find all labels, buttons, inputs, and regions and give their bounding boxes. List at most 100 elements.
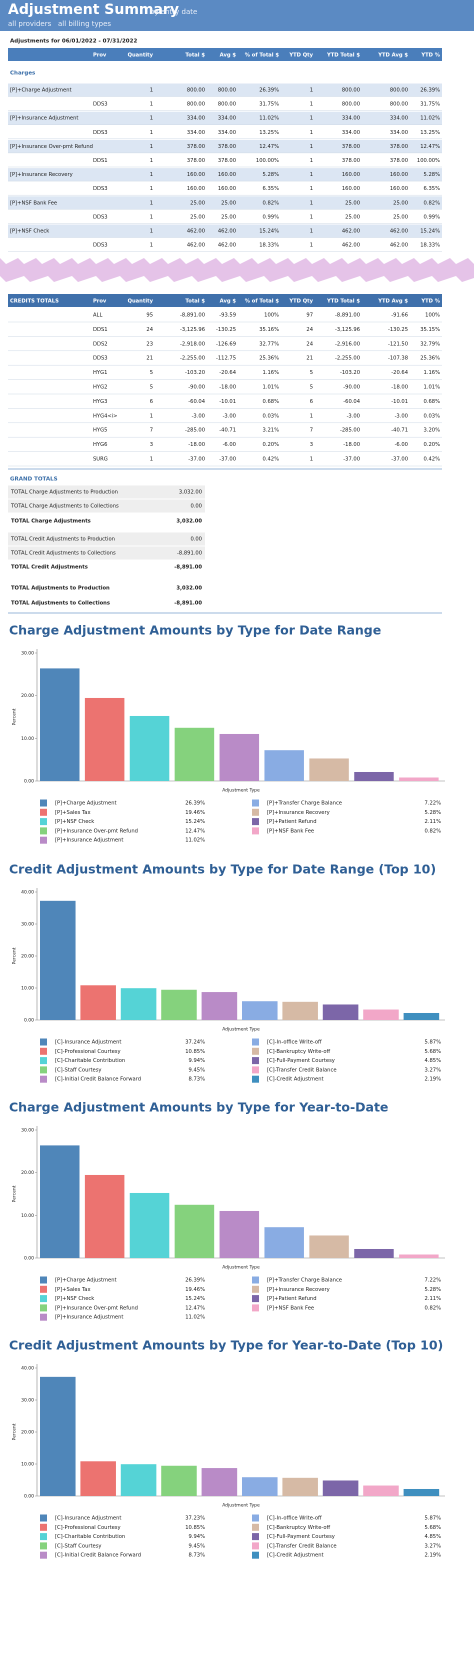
bar [219, 733, 260, 781]
chart-title: Charge Adjustment Amounts by Type for Da… [9, 623, 381, 638]
total-label: TOTAL Charge Adjustments to Collections [10, 504, 119, 510]
column-header: YTD Avg $ [377, 299, 408, 305]
y-tick-label: 20.00 [21, 954, 34, 960]
y-tick-label: 20.00 [21, 693, 34, 699]
row-label: [P]+Insurance Recovery [10, 172, 73, 178]
y-tick-label: 0.00 [24, 779, 34, 785]
legend-value: 37.24% [185, 1040, 205, 1046]
bar [282, 1477, 318, 1496]
bar [363, 1009, 399, 1020]
cell: 160.00 [390, 172, 408, 178]
cell: 7 [310, 428, 313, 434]
legend-swatch [40, 1542, 47, 1550]
x-axis-label: Adjustment Type [222, 1265, 260, 1271]
cell: 6 [310, 399, 313, 405]
cell: 462.00 [342, 229, 360, 235]
total-band [8, 532, 205, 546]
cell: DDS3 [93, 186, 108, 192]
bar [282, 1001, 318, 1020]
cell: 26.39% [259, 88, 279, 94]
legend-label: [C]-Charitable Contribution [55, 1058, 125, 1064]
cell: -90.00 [188, 385, 205, 391]
legend-value: 9.94% [189, 1534, 206, 1540]
total-value: -8,891.00 [174, 565, 202, 571]
total-label: TOTAL Credit Adjustments to Collections [10, 551, 116, 557]
column-header: YTD Total $ [326, 53, 360, 59]
legend-value: 3.27% [425, 1543, 442, 1549]
cell: 800.00 [342, 88, 360, 94]
bar [309, 1235, 349, 1258]
cell: 378.00 [390, 144, 408, 150]
total-band [8, 499, 205, 513]
cell: HYG5 [93, 428, 107, 434]
cell: 24 [306, 327, 313, 333]
legend-label: [C]-Bankruptcy Write-off [267, 1525, 331, 1531]
y-tick-label: 40.00 [21, 1366, 34, 1372]
cell: 7 [150, 428, 153, 434]
total-label: TOTAL Adjustments to Collections [11, 601, 110, 607]
cell: 21 [146, 356, 153, 362]
bar [174, 1204, 215, 1258]
cell: 1 [310, 144, 313, 150]
cell: 3.21% [263, 428, 280, 434]
y-tick-label: 10.00 [21, 986, 34, 992]
legend-value: 5.68% [425, 1049, 442, 1055]
legend-value: 2.19% [425, 1553, 442, 1559]
bar [161, 989, 197, 1020]
cell: 334.00 [187, 130, 205, 136]
cell: 334.00 [342, 130, 360, 136]
legend-value: 8.73% [189, 1077, 206, 1083]
y-tick-label: 0.00 [24, 1256, 34, 1262]
chart-title: Credit Adjustment Amounts by Type for Da… [9, 862, 436, 877]
cell: -3,125.96 [335, 327, 360, 333]
cell: 25.00 [221, 200, 236, 206]
legend-label: [P]+Patient Refund [267, 1296, 317, 1302]
legend-value: 9.94% [189, 1058, 206, 1064]
cell: 11.02% [259, 116, 279, 122]
legend-value: 15.24% [185, 1296, 205, 1302]
cell: DDS3 [93, 243, 108, 249]
legend-label: [P]+Charge Adjustment [55, 801, 117, 807]
legend-value: 19.46% [185, 810, 205, 816]
total-label: TOTAL Credit Adjustments [11, 565, 88, 571]
row-band [8, 168, 442, 182]
cell: 800.00 [218, 88, 236, 94]
legend-label: [C]-Insurance Adjustment [55, 1040, 121, 1046]
cell: DDS1 [93, 327, 108, 333]
cell: -3.00 [223, 413, 236, 419]
cell: -20.64 [219, 370, 236, 376]
bar [403, 1488, 440, 1496]
legend-label: [P]+Charge Adjustment [55, 1278, 117, 1284]
y-tick-label: 0.00 [24, 1494, 34, 1500]
section-title: GRAND TOTALS [10, 477, 58, 483]
chart-title: Credit Adjustment Amounts by Type for Ye… [9, 1338, 443, 1353]
legend-value: 0.82% [425, 1305, 442, 1311]
cell: 25.00 [345, 200, 360, 206]
legend-swatch [40, 836, 47, 844]
total-band [8, 581, 205, 595]
cell: 1 [310, 116, 313, 122]
cell: -2,255.00 [180, 356, 205, 362]
legend-swatch [252, 799, 259, 807]
cell: 0.68% [424, 399, 441, 405]
cell: 378.00 [218, 144, 236, 150]
cell: 100% [425, 313, 440, 319]
cell: 1.16% [263, 370, 280, 376]
filter: all billing types [58, 20, 111, 28]
row-label: [P]+NSF Check [10, 229, 49, 235]
total-label: TOTAL Charge Adjustments to Production [10, 490, 118, 496]
cell: 3 [310, 442, 313, 448]
cell: 24 [146, 327, 153, 333]
legend-label: [P]+Transfer Charge Balance [267, 801, 342, 807]
y-tick-label: 0.00 [24, 1018, 34, 1024]
legend-value: 2.11% [425, 819, 442, 825]
cell: 1 [310, 130, 313, 136]
legend-value: 12.47% [185, 828, 205, 834]
cell: 21 [306, 356, 313, 362]
cell: 1 [150, 200, 153, 206]
cell: 35.15% [420, 327, 440, 333]
cell: -93.59 [219, 313, 236, 319]
legend-swatch [40, 1066, 47, 1074]
total-band [8, 485, 205, 499]
cell: -37.00 [188, 457, 205, 463]
